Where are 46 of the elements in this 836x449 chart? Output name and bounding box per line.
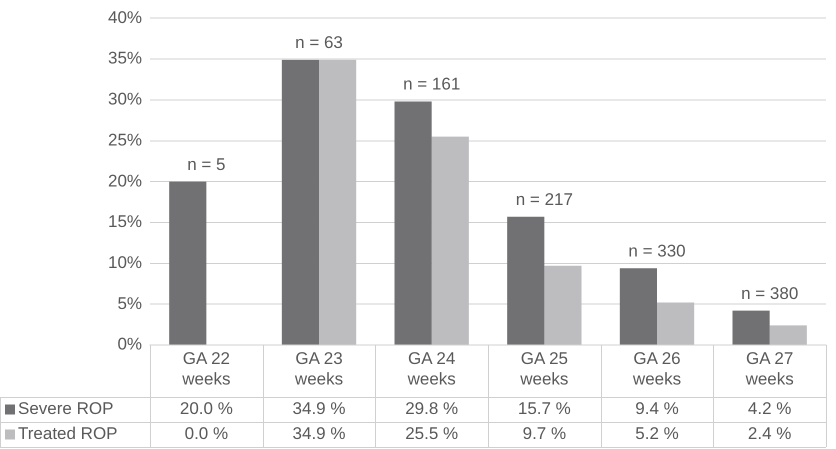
y-tick-label: 10% [108, 252, 142, 272]
x-tick-label: GA 26 weeks [632, 348, 682, 388]
data-label: 25.5 % [405, 424, 458, 444]
bar [432, 136, 469, 344]
x-tick-label: GA 23 weeks [294, 348, 344, 388]
annotation: n = 5 [187, 154, 226, 174]
x-tick-label: GA 22 weeks [181, 348, 230, 388]
bar [732, 310, 770, 344]
y-tick-label: 5% [117, 294, 142, 313]
bar [770, 325, 807, 344]
bar [657, 302, 694, 344]
legend-label: Treated ROP [18, 424, 118, 444]
annotation: n = 63 [295, 33, 343, 52]
data-label: 15.7 % [518, 399, 571, 418]
annotation: n = 380 [741, 284, 798, 303]
data-label: 2.4 % [748, 424, 792, 444]
y-tick-label: 15% [108, 212, 142, 232]
data-label: 34.9 % [292, 424, 346, 444]
data-label: 20.0 % [180, 399, 233, 418]
data-label: 9.4 % [635, 399, 679, 418]
bar [282, 60, 320, 344]
y-tick-label: 25% [108, 130, 142, 150]
annotation: n = 330 [628, 241, 686, 260]
y-tick-label: 35% [108, 48, 142, 68]
data-label: 4.2 % [748, 399, 792, 418]
data-label: 5.2 % [635, 424, 679, 444]
bar [169, 182, 206, 344]
legend-label: Severe ROP [18, 399, 114, 418]
x-tick-label: GA 25 weeks [519, 348, 568, 388]
bar [319, 60, 356, 344]
bar [394, 102, 432, 344]
y-tick-label: 40% [108, 8, 142, 27]
data-label: 9.7 % [522, 424, 566, 444]
y-tick-label: 20% [108, 171, 142, 190]
bar [544, 266, 582, 344]
data-label: 0.0 % [184, 424, 228, 444]
y-tick-label: 0% [117, 334, 142, 354]
bar [507, 216, 544, 344]
x-tick-label: GA 27 weeks [744, 348, 794, 388]
bar [620, 268, 658, 344]
data-label: 34.9 % [292, 399, 346, 418]
x-tick-label: GA 24 weeks [406, 348, 456, 388]
annotation: n = 161 [403, 74, 460, 94]
data-label: 29.8 % [405, 399, 458, 418]
annotation: n = 217 [516, 190, 573, 209]
y-tick-label: 30% [108, 90, 142, 109]
